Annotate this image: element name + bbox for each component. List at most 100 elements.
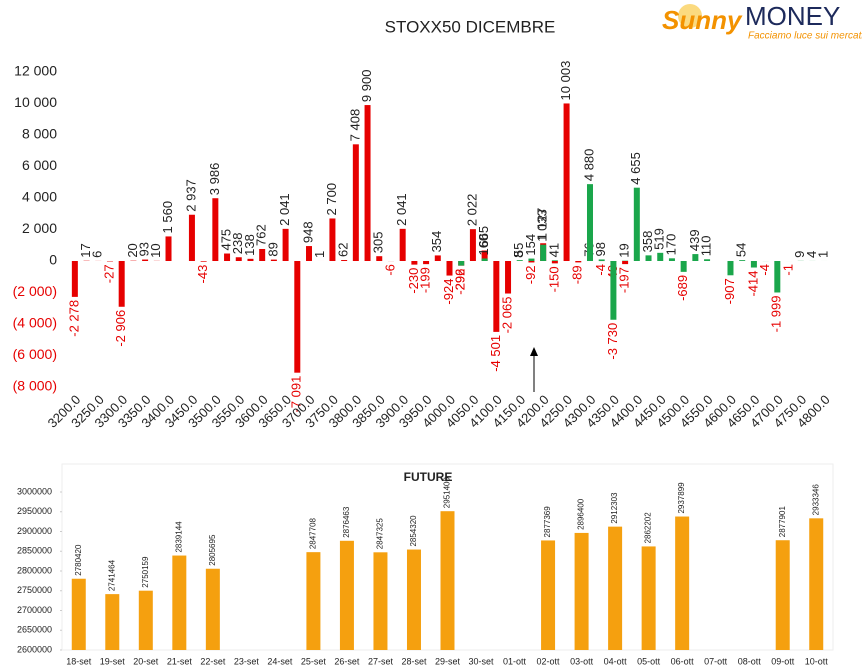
- x-tick-label: 06-ott: [671, 656, 695, 666]
- y-tick-label: 3000000: [17, 486, 52, 496]
- value-label: 6: [90, 251, 105, 258]
- x-tick-label: 23-set: [234, 656, 260, 666]
- bar: [434, 255, 441, 261]
- x-tick-label: 10-ott: [805, 656, 829, 666]
- value-label: -689: [675, 275, 690, 301]
- value-label: 10 003: [558, 61, 573, 101]
- value-label: 2854320: [409, 515, 418, 547]
- value-label: -7 091: [289, 376, 304, 413]
- bar: [71, 578, 86, 650]
- value-label: 2 700: [324, 183, 339, 216]
- y-tick-label: 2900000: [17, 526, 52, 536]
- bar: [551, 261, 558, 264]
- value-label: -4: [757, 264, 772, 276]
- logo-sun: [678, 4, 702, 28]
- value-label: -197: [617, 267, 632, 293]
- x-tick-label: 20-set: [133, 656, 159, 666]
- value-label: 2 937: [183, 179, 198, 212]
- y-tick-label: (4 000): [13, 315, 57, 331]
- bar: [294, 261, 301, 373]
- value-label: 54: [734, 243, 749, 257]
- bar: [750, 261, 757, 268]
- logo-name: MONEY: [745, 1, 840, 31]
- y-tick-label: 2 000: [22, 220, 57, 236]
- value-label: 665: [476, 226, 491, 248]
- bar: [172, 555, 187, 650]
- value-label: -1 999: [769, 295, 784, 332]
- value-label: 9: [792, 251, 807, 258]
- bar: [200, 261, 207, 262]
- value-label: 89: [265, 242, 280, 256]
- bar: [608, 526, 623, 650]
- value-label: -414: [745, 271, 760, 297]
- value-label: 2951400: [443, 477, 452, 509]
- value-label: 17: [78, 243, 93, 257]
- value-label: 762: [254, 224, 269, 246]
- bar: [247, 258, 254, 261]
- bar: [440, 511, 455, 650]
- bar: [282, 228, 289, 261]
- value-label: -6: [382, 264, 397, 276]
- value-label: -199: [418, 267, 433, 293]
- x-tick-label: 27-set: [368, 656, 394, 666]
- value-label: 170: [663, 234, 678, 256]
- x-tick-label: 26-set: [334, 656, 360, 666]
- bar: [739, 260, 746, 261]
- value-label: 2912303: [610, 492, 619, 524]
- value-label: 2876463: [342, 506, 351, 538]
- value-label: 160: [476, 234, 491, 256]
- value-label: 1: [816, 251, 831, 258]
- bar: [704, 259, 711, 261]
- bar: [563, 103, 570, 261]
- bar: [505, 261, 512, 294]
- bar: [458, 261, 465, 266]
- value-label: 62: [336, 243, 351, 257]
- value-label: 2933346: [811, 484, 820, 516]
- value-label: 2896400: [577, 498, 586, 530]
- bar: [610, 261, 617, 320]
- value-label: 93: [137, 242, 152, 256]
- bar: [188, 214, 195, 261]
- value-label: 2750159: [141, 556, 150, 588]
- bar: [235, 257, 242, 261]
- bar: [306, 552, 321, 650]
- bar: [586, 184, 593, 261]
- bar: [306, 246, 313, 261]
- value-label: 98: [593, 242, 608, 256]
- value-label: 8: [511, 251, 526, 258]
- bar: [270, 259, 277, 261]
- value-label: 2862202: [644, 512, 653, 544]
- bar: [551, 260, 558, 261]
- bar: [809, 518, 824, 650]
- value-label: -1: [780, 264, 795, 276]
- value-label: 519: [652, 228, 667, 250]
- value-label: 2 041: [394, 193, 409, 226]
- bar: [406, 549, 421, 650]
- bar: [373, 552, 388, 650]
- y-tick-label: 2850000: [17, 546, 52, 556]
- arrow-head: [530, 347, 538, 356]
- y-tick-label: 12 000: [14, 63, 57, 79]
- bar: [622, 261, 629, 265]
- x-tick-label: 21-set: [167, 656, 193, 666]
- value-label: -292: [453, 269, 468, 295]
- bar: [259, 248, 266, 261]
- x-tick-label: 22-set: [200, 656, 226, 666]
- value-label: 1 033: [535, 209, 550, 242]
- value-label: 4: [804, 251, 819, 258]
- bar: [341, 260, 348, 261]
- y-tick-label: 2650000: [17, 625, 52, 635]
- chart-title: STOXX50 DICEMBRE: [385, 17, 556, 36]
- bar: [541, 540, 556, 650]
- x-tick-label: 09-ott: [771, 656, 795, 666]
- x-tick-label: 02-ott: [537, 656, 561, 666]
- bar: [657, 252, 664, 261]
- bar: [645, 255, 652, 261]
- bar: [364, 105, 371, 261]
- x-tick-label: 01-ott: [503, 656, 527, 666]
- bar: [774, 261, 781, 293]
- value-label: -43: [195, 265, 210, 284]
- value-label: 354: [429, 231, 444, 253]
- value-label: 475: [218, 229, 233, 251]
- bar: [668, 258, 675, 261]
